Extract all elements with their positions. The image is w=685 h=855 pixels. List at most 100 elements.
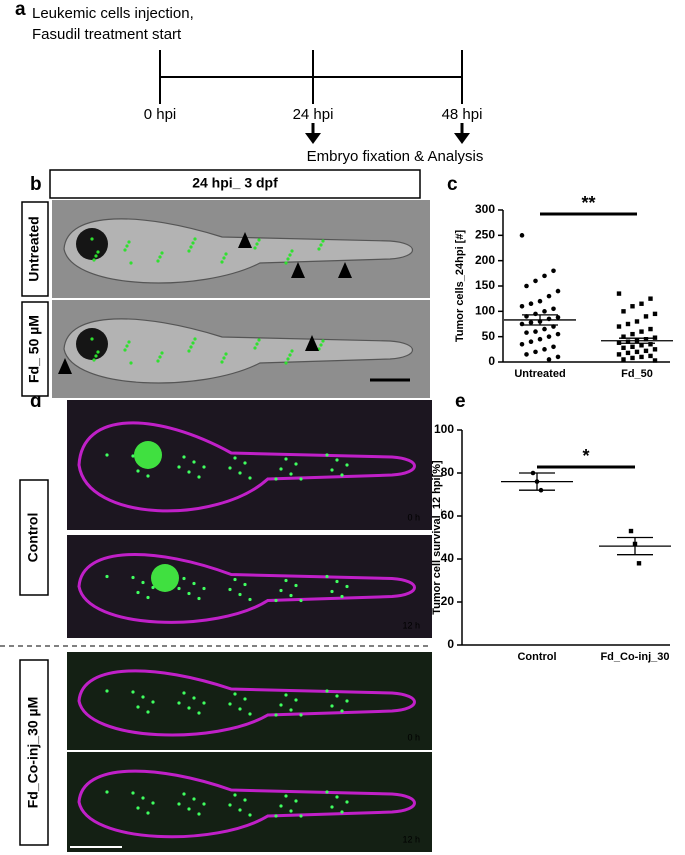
cell: [286, 357, 290, 361]
data-point: [643, 348, 649, 354]
time-label: 12 h: [402, 620, 420, 630]
cell: [182, 792, 186, 796]
cell: [224, 352, 228, 356]
data-point: [639, 354, 644, 360]
cell: [151, 700, 155, 704]
cell: [177, 586, 181, 591]
data-point: [648, 326, 653, 332]
data-point: [621, 309, 626, 314]
data-point: [551, 268, 556, 274]
y-tick-label: 60: [441, 508, 455, 522]
data-point: [528, 339, 534, 345]
data-point: [643, 314, 649, 319]
x-tick-label: Untreated: [514, 368, 565, 380]
data-point: [528, 301, 534, 307]
cell: [325, 790, 329, 794]
cell: [257, 238, 261, 242]
panel-label: e: [455, 391, 466, 412]
cell: [325, 689, 329, 693]
data-point: [528, 320, 534, 325]
cell: [141, 796, 145, 800]
data-point: [616, 324, 622, 329]
cell: [105, 574, 109, 579]
y-tick-label: 100: [475, 304, 495, 318]
data-point: [625, 339, 631, 344]
data-point: [616, 291, 622, 296]
cell: [177, 701, 181, 705]
cell: [335, 694, 339, 698]
cell: [187, 807, 191, 811]
cell: [224, 252, 228, 256]
cell: [136, 590, 140, 595]
cell: [233, 577, 237, 582]
time-label: 0 h: [407, 512, 420, 522]
arrow-head: [305, 133, 321, 144]
panel-label: c: [447, 174, 458, 195]
y-tick-label: 50: [482, 329, 496, 343]
data-point: [625, 350, 631, 356]
arrowhead: [58, 358, 72, 374]
data-point: [616, 352, 622, 357]
cell: [233, 793, 237, 797]
group-label: Control: [25, 513, 41, 563]
data-point: [621, 334, 626, 339]
data-point: [524, 330, 529, 335]
data-point: [546, 357, 552, 362]
arrowhead: [291, 262, 305, 278]
cell: [248, 597, 252, 602]
cell: [319, 343, 323, 347]
cell: [96, 250, 100, 254]
row-label: Fd_ 50 µM: [26, 315, 42, 383]
data-point: [533, 349, 538, 355]
data-point: [648, 296, 653, 301]
cell: [257, 338, 261, 342]
cell: [156, 259, 160, 263]
endpoint-label: Embryo fixation & Analysis: [307, 148, 484, 165]
micrograph: [67, 752, 432, 852]
cell: [284, 693, 288, 697]
cell: [92, 258, 96, 262]
data-point: [546, 334, 552, 339]
data-point: [542, 326, 547, 332]
cell: [92, 358, 96, 362]
cell: [192, 581, 196, 586]
cell: [94, 354, 98, 358]
y-tick-label: 20: [441, 594, 455, 608]
cell: [193, 337, 197, 341]
cell: [238, 592, 242, 597]
cell: [321, 239, 325, 243]
data-point: [634, 349, 640, 355]
data-point: [519, 303, 525, 309]
cell: [129, 261, 133, 265]
data-point: [519, 233, 525, 238]
data-point: [643, 337, 649, 342]
y-tick-label: 100: [434, 422, 454, 436]
side-box: [19, 659, 49, 846]
cell: [248, 813, 252, 817]
cell: [222, 256, 226, 260]
cell: [243, 461, 247, 465]
cell: [192, 460, 196, 464]
cell: [189, 245, 193, 249]
cell: [197, 475, 201, 479]
cell: [243, 697, 247, 701]
cell: [202, 701, 206, 705]
data-point: [542, 347, 547, 352]
cell: [288, 353, 292, 357]
cell: [228, 702, 232, 706]
panel-label: a: [15, 0, 26, 20]
time-label: 12 h: [402, 834, 420, 844]
cell: [146, 474, 150, 478]
data-point: [652, 358, 658, 363]
timeline-title: Leukemic cells injection,: [32, 5, 194, 22]
timepoint-label: 0 hpi: [144, 106, 177, 123]
cell: [289, 708, 293, 712]
data-point: [648, 342, 653, 347]
data-point: [652, 347, 658, 352]
time-label: 0 h: [407, 732, 420, 742]
data-point: [519, 341, 525, 347]
cell: [330, 805, 334, 809]
cell: [289, 809, 293, 813]
cell: [335, 579, 339, 584]
